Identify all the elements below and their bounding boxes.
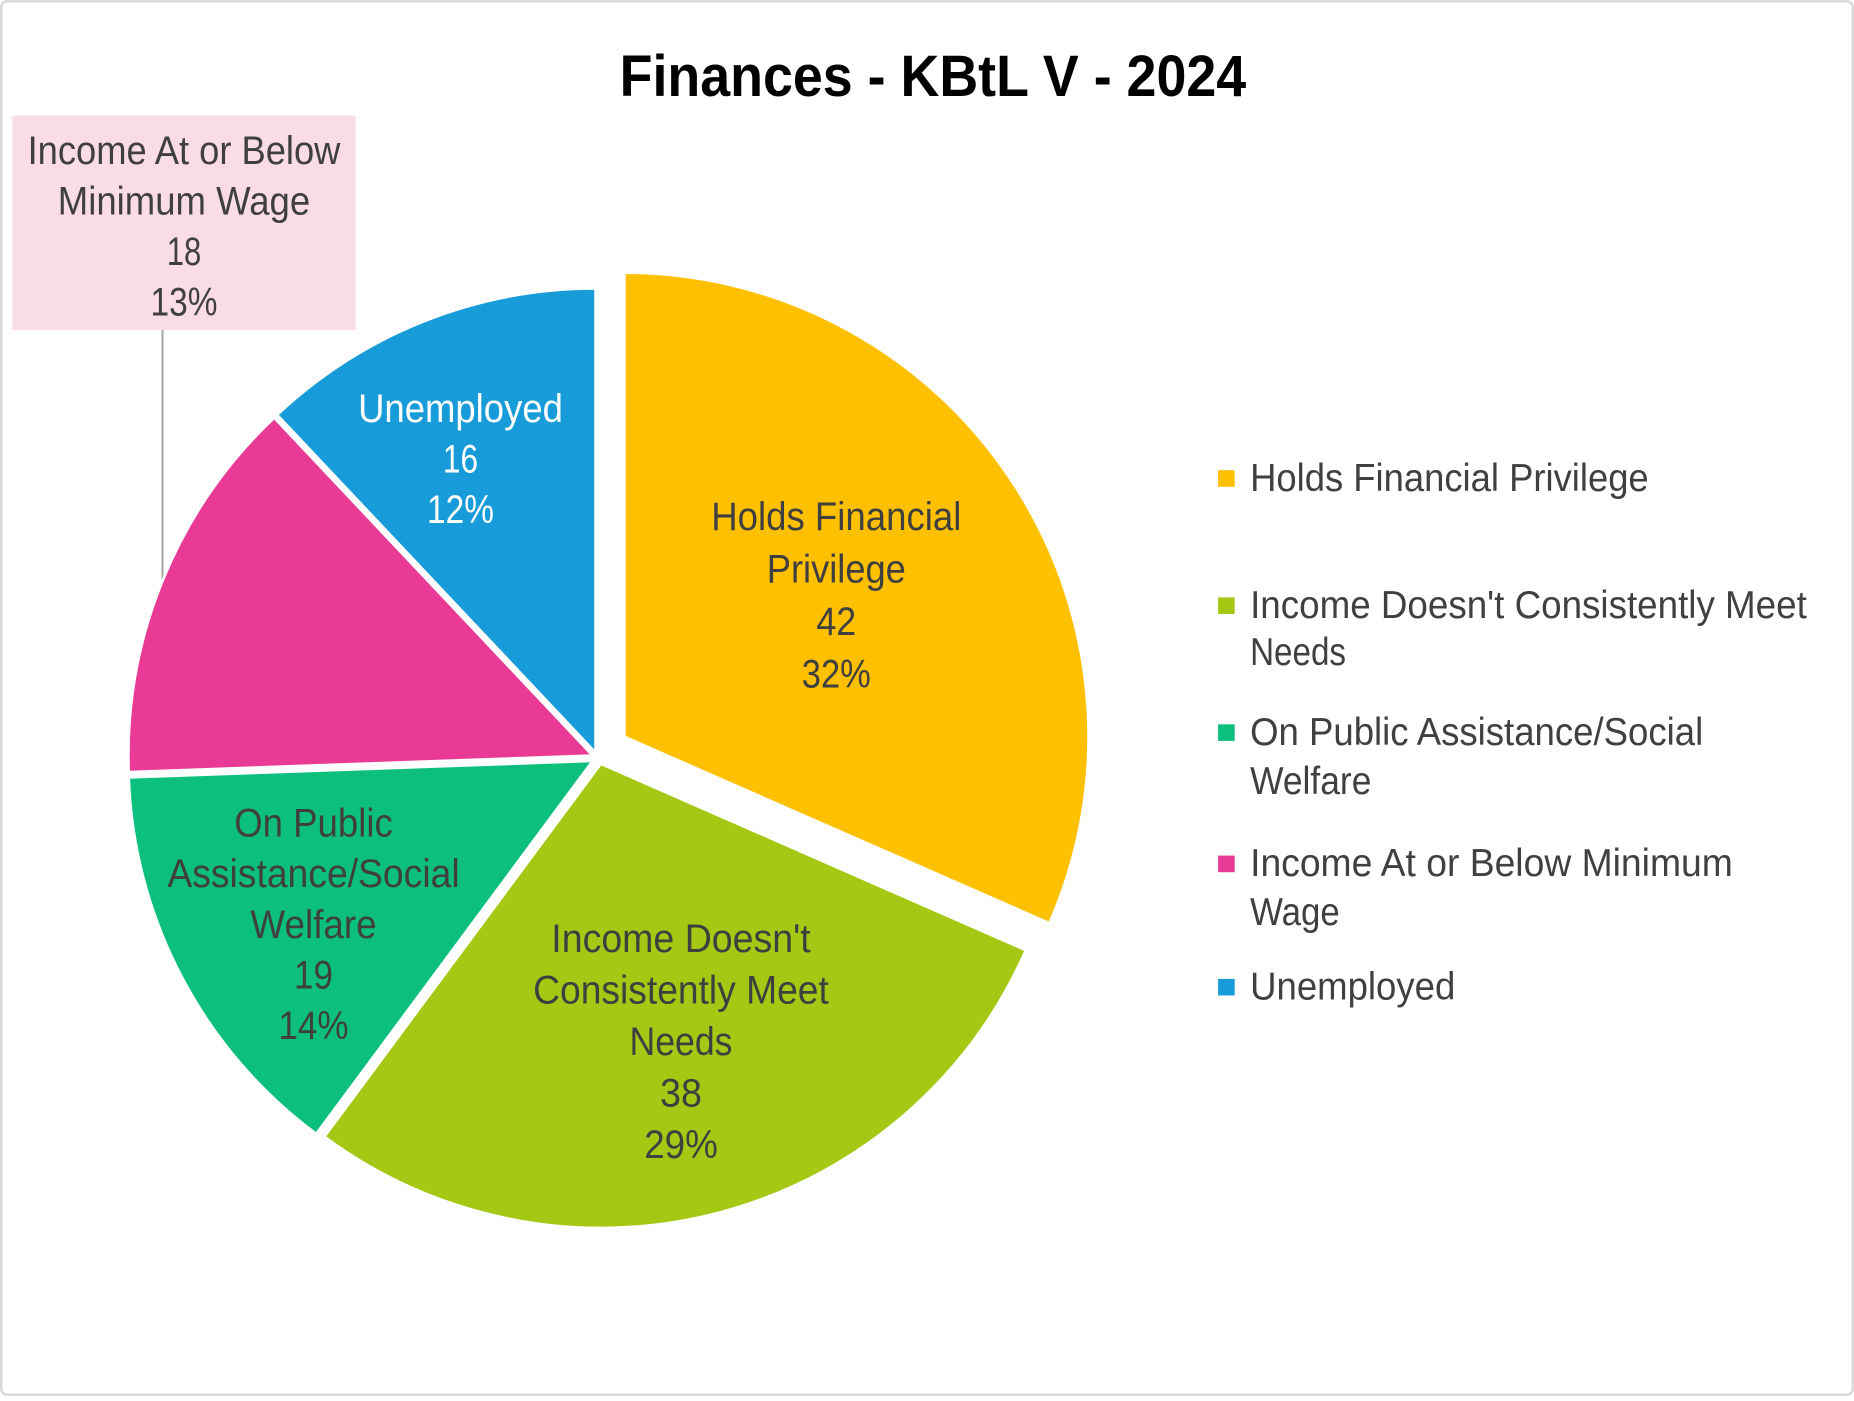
svg-text:13%: 13% xyxy=(151,281,218,325)
svg-text:42: 42 xyxy=(816,600,856,644)
svg-text:Income At or Below Minimum: Income At or Below Minimum xyxy=(1250,842,1733,885)
svg-text:29%: 29% xyxy=(644,1123,718,1167)
svg-text:Assistance/Social: Assistance/Social xyxy=(167,852,459,896)
svg-text:Income Doesn't Consistently Me: Income Doesn't Consistently Meet xyxy=(1250,584,1807,627)
svg-text:Needs: Needs xyxy=(630,1020,733,1064)
svg-text:Welfare: Welfare xyxy=(250,903,376,947)
svg-text:Finances - KBtL V - 2024: Finances - KBtL V - 2024 xyxy=(620,44,1247,109)
svg-text:Welfare: Welfare xyxy=(1250,760,1371,803)
svg-text:14%: 14% xyxy=(278,1004,348,1048)
svg-text:Unemployed: Unemployed xyxy=(1250,966,1455,1009)
svg-text:19: 19 xyxy=(294,954,333,998)
svg-text:Privilege: Privilege xyxy=(767,548,906,592)
svg-text:On Public: On Public xyxy=(234,801,393,845)
svg-text:Holds Financial: Holds Financial xyxy=(711,495,961,539)
svg-text:38: 38 xyxy=(660,1072,702,1116)
svg-text:Income Doesn't: Income Doesn't xyxy=(551,917,810,961)
svg-text:Needs: Needs xyxy=(1250,631,1346,674)
svg-text:Wage: Wage xyxy=(1250,891,1340,934)
svg-text:Holds Financial Privilege: Holds Financial Privilege xyxy=(1250,457,1649,500)
svg-text:Minimum Wage: Minimum Wage xyxy=(58,180,310,224)
svg-text:Income At or Below: Income At or Below xyxy=(28,129,341,173)
svg-text:Consistently Meet: Consistently Meet xyxy=(533,969,829,1013)
svg-text:18: 18 xyxy=(167,230,202,274)
svg-text:On Public Assistance/Social: On Public Assistance/Social xyxy=(1250,711,1703,754)
svg-text:16: 16 xyxy=(443,437,478,481)
svg-text:12%: 12% xyxy=(427,488,494,532)
svg-text:Unemployed: Unemployed xyxy=(358,387,563,431)
svg-text:32%: 32% xyxy=(802,653,871,697)
